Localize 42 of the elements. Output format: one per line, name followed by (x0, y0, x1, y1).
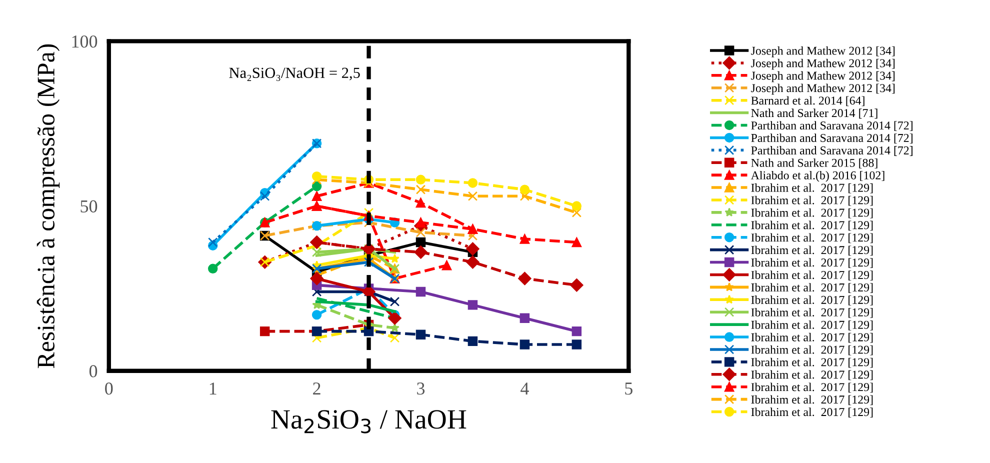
legend-label: Ibrahim et al. 2017 [129] (751, 183, 873, 194)
x-tick-label: 2 (313, 382, 320, 395)
legend-label: Aliabdo et al.(b) 2016 [102] (750, 170, 884, 182)
legend-label: Ibrahim et al. 2017 [129] (751, 308, 873, 318)
legend-label: Ibrahim et al. 2017 [129] (751, 220, 873, 231)
legend-label: Ibrahim et al. 2017 [129] (751, 408, 873, 418)
legend-label: Ibrahim et al. 2017 [129] (751, 345, 873, 356)
y-axis-title: Resistência à compressão (MPa) (36, 44, 60, 368)
x-tick-label: 5 (625, 382, 632, 395)
legend-label: Joseph and Mathew 2012 [34] (751, 46, 895, 58)
legend-label: Ibrahim et al. 2017 [129] (751, 332, 873, 343)
y-tick-label: 0 (89, 365, 98, 378)
ref-line-label: Na₂SiO₃/NaOH = 2,5 (229, 68, 360, 81)
legend-label: Nath and Sarker 2015 [88] (751, 158, 878, 168)
y-tick-label: 50 (80, 200, 98, 212)
legend-label: Ibrahim et al. 2017 [129] (751, 208, 873, 218)
x-tick-label: 1 (210, 382, 216, 395)
x-tick-label: 0 (105, 382, 113, 395)
legend-label: Parthiban and Saravana 2014 [72] (751, 146, 912, 156)
x-tick-label: 3 (417, 382, 425, 395)
legend-label: Ibrahim et al. 2017 [129] (751, 270, 873, 281)
legend-label: Ibrahim et al. 2017 [129] (751, 382, 873, 393)
legend-label: Nath and Sarker 2014 [71] (751, 108, 878, 119)
legend-label: Joseph and Mathew 2012 [34] (751, 58, 895, 70)
legend-label: Ibrahim et al. 2017 [129] (751, 296, 873, 306)
legend-label: Ibrahim et al. 2017 [129] (751, 370, 873, 380)
legend-label: Ibrahim et al. 2017 [129] (751, 233, 873, 244)
x-tick-label: 4 (520, 382, 529, 395)
legend-label: Barnard et al. 2014 [64] (751, 96, 864, 106)
legend-label: Parthiban and Saravana 2014 [72] (751, 121, 912, 132)
legend-label: Ibrahim et al. 2017 [129] (751, 320, 873, 330)
legend-label: Ibrahim et al. 2017 [129] (751, 395, 873, 406)
y-tick-label: 100 (72, 35, 98, 48)
legend-label: Joseph and Mathew 2012 [34] (751, 84, 895, 95)
legend-label: Ibrahim et al. 2017 [129] (751, 196, 873, 206)
legend-label: Parthiban and Saravana 2014 [72] (751, 134, 912, 144)
x-axis-title: Na$_{2}$SiO$_{3}$ / NaOH (271, 410, 466, 434)
legend-label: Ibrahim et al. 2017 [129] (751, 258, 873, 268)
legend-label: Ibrahim et al. 2017 [129] (751, 358, 873, 368)
legend-label: Ibrahim et al. 2017 [129] (751, 246, 873, 256)
legend-label: Ibrahim et al. 2017 [129] (751, 283, 873, 293)
legend-label: Joseph and Mathew 2012 [34] (751, 71, 895, 82)
